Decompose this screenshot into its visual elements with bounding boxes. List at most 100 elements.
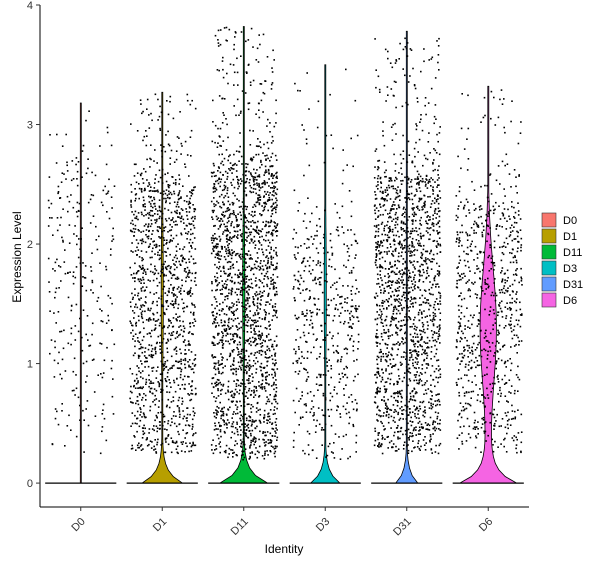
jitter-point xyxy=(169,424,172,427)
jitter-point xyxy=(218,314,221,316)
jitter-point xyxy=(401,234,403,236)
jitter-point xyxy=(226,358,228,361)
jitter-point xyxy=(418,382,420,385)
jitter-point xyxy=(106,346,108,349)
jitter-point xyxy=(436,326,439,328)
jitter-point xyxy=(175,211,177,214)
jitter-point xyxy=(411,241,413,243)
jitter-point xyxy=(267,292,270,295)
jitter-point xyxy=(148,245,151,248)
jitter-point xyxy=(391,318,394,321)
jitter-point xyxy=(181,209,184,211)
jitter-point xyxy=(274,355,276,357)
jitter-point xyxy=(237,181,239,184)
jitter-point xyxy=(112,238,115,241)
jitter-point xyxy=(415,230,418,233)
jitter-point xyxy=(382,213,384,216)
jitter-point xyxy=(242,431,245,433)
jitter-point xyxy=(261,248,263,251)
jitter-point xyxy=(264,454,266,456)
jitter-point xyxy=(393,319,395,321)
jitter-point xyxy=(193,208,195,210)
jitter-point xyxy=(266,262,269,265)
jitter-point xyxy=(112,378,114,380)
jitter-point xyxy=(274,154,277,157)
jitter-point xyxy=(274,359,277,361)
jitter-point xyxy=(142,272,144,274)
jitter-point xyxy=(322,374,325,376)
jitter-point xyxy=(242,315,245,318)
jitter-point xyxy=(157,438,159,441)
jitter-point xyxy=(228,288,230,291)
jitter-point xyxy=(215,362,217,365)
jitter-point xyxy=(190,255,193,258)
jitter-point xyxy=(137,400,139,402)
jitter-point xyxy=(233,84,235,86)
jitter-point xyxy=(244,315,246,317)
jitter-point xyxy=(161,380,163,382)
jitter-point xyxy=(248,221,250,223)
jitter-point xyxy=(241,180,243,182)
jitter-point xyxy=(221,308,224,310)
jitter-point xyxy=(216,245,219,248)
jitter-point xyxy=(110,144,113,147)
jitter-point xyxy=(85,119,87,122)
jitter-point xyxy=(425,262,428,265)
jitter-point xyxy=(403,444,405,446)
jitter-point xyxy=(274,305,276,308)
jitter-point xyxy=(329,399,331,402)
jitter-point xyxy=(236,261,238,263)
jitter-point xyxy=(141,257,143,259)
jitter-point xyxy=(214,344,216,346)
jitter-point xyxy=(169,202,171,205)
jitter-point xyxy=(423,48,425,50)
jitter-point xyxy=(350,325,352,328)
jitter-point xyxy=(268,356,271,358)
jitter-point xyxy=(265,224,267,227)
jitter-point xyxy=(438,184,440,186)
jitter-point xyxy=(212,322,214,325)
jitter-point xyxy=(244,319,247,321)
jitter-point xyxy=(214,263,216,266)
jitter-point xyxy=(172,400,175,402)
jitter-point xyxy=(317,262,319,264)
jitter-point xyxy=(411,399,414,401)
jitter-point xyxy=(267,419,269,422)
jitter-point xyxy=(100,201,103,204)
jitter-point xyxy=(162,327,164,329)
jitter-point xyxy=(271,358,274,361)
jitter-point xyxy=(293,348,295,351)
jitter-point xyxy=(225,229,228,232)
jitter-point xyxy=(76,184,79,187)
jitter-point xyxy=(262,221,264,223)
jitter-point xyxy=(385,353,387,355)
jitter-point xyxy=(138,280,141,283)
jitter-point xyxy=(352,408,355,411)
jitter-point xyxy=(252,79,255,82)
jitter-point xyxy=(392,228,394,231)
jitter-point xyxy=(241,305,243,307)
jitter-point xyxy=(217,368,220,371)
jitter-point xyxy=(439,303,442,305)
jitter-point xyxy=(54,408,57,410)
jitter-point xyxy=(245,314,248,316)
jitter-point xyxy=(232,203,234,206)
jitter-point xyxy=(342,376,344,378)
jitter-point xyxy=(172,259,174,261)
jitter-point xyxy=(244,358,246,361)
jitter-point xyxy=(388,275,391,277)
jitter-point xyxy=(130,204,132,206)
jitter-point xyxy=(264,311,267,313)
jitter-point xyxy=(153,240,155,242)
jitter-point xyxy=(164,207,166,210)
jitter-point xyxy=(191,272,194,275)
jitter-point xyxy=(213,356,216,358)
jitter-point xyxy=(251,452,254,454)
jitter-point xyxy=(404,261,407,264)
jitter-point xyxy=(145,273,147,275)
jitter-point xyxy=(186,407,188,409)
jitter-point xyxy=(335,228,338,231)
jitter-point xyxy=(167,369,170,371)
jitter-point xyxy=(239,182,242,185)
jitter-point xyxy=(139,414,141,416)
